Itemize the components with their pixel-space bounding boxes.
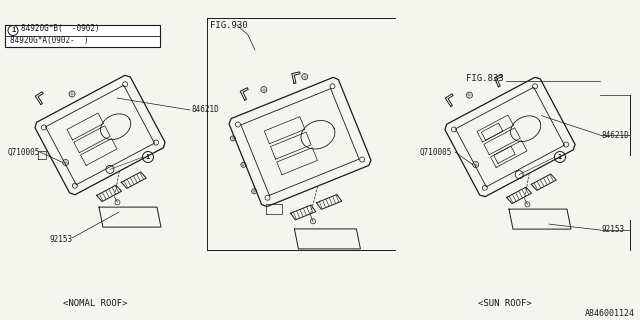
Text: <NOMAL ROOF>: <NOMAL ROOF>: [63, 299, 127, 308]
Text: 1: 1: [558, 154, 562, 160]
Circle shape: [115, 200, 120, 205]
Text: A846001124: A846001124: [585, 308, 635, 317]
Text: FIG.930: FIG.930: [210, 20, 248, 29]
Text: <SUN ROOF>: <SUN ROOF>: [478, 299, 532, 308]
Text: 84920G*A(0902-  ): 84920G*A(0902- ): [10, 36, 88, 45]
Text: 1: 1: [146, 154, 150, 160]
Text: 92153: 92153: [50, 236, 73, 244]
Text: 92153: 92153: [602, 226, 625, 235]
Text: 1: 1: [11, 28, 15, 34]
Text: FIG.833: FIG.833: [466, 75, 503, 84]
Text: Q710005: Q710005: [420, 148, 452, 156]
Circle shape: [525, 202, 530, 207]
Circle shape: [310, 219, 316, 224]
Text: 84621D: 84621D: [602, 131, 630, 140]
Bar: [5, 25, 160, 47]
Text: 84621D: 84621D: [192, 106, 220, 115]
Text: Q710005: Q710005: [8, 148, 40, 156]
Text: 84920G*B(  -0902): 84920G*B( -0902): [21, 24, 100, 34]
